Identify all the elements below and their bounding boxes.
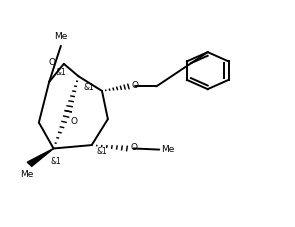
Text: Me: Me	[162, 145, 175, 154]
Text: &1: &1	[84, 83, 94, 92]
Text: O: O	[132, 81, 139, 90]
Text: &1: &1	[55, 68, 66, 77]
Text: Me: Me	[54, 32, 68, 41]
Text: O: O	[48, 58, 55, 67]
Text: O: O	[71, 117, 78, 126]
Text: &1: &1	[97, 147, 108, 156]
Text: Me: Me	[20, 170, 33, 179]
Text: O: O	[130, 143, 137, 152]
Text: &1: &1	[51, 157, 61, 166]
Polygon shape	[27, 148, 54, 166]
